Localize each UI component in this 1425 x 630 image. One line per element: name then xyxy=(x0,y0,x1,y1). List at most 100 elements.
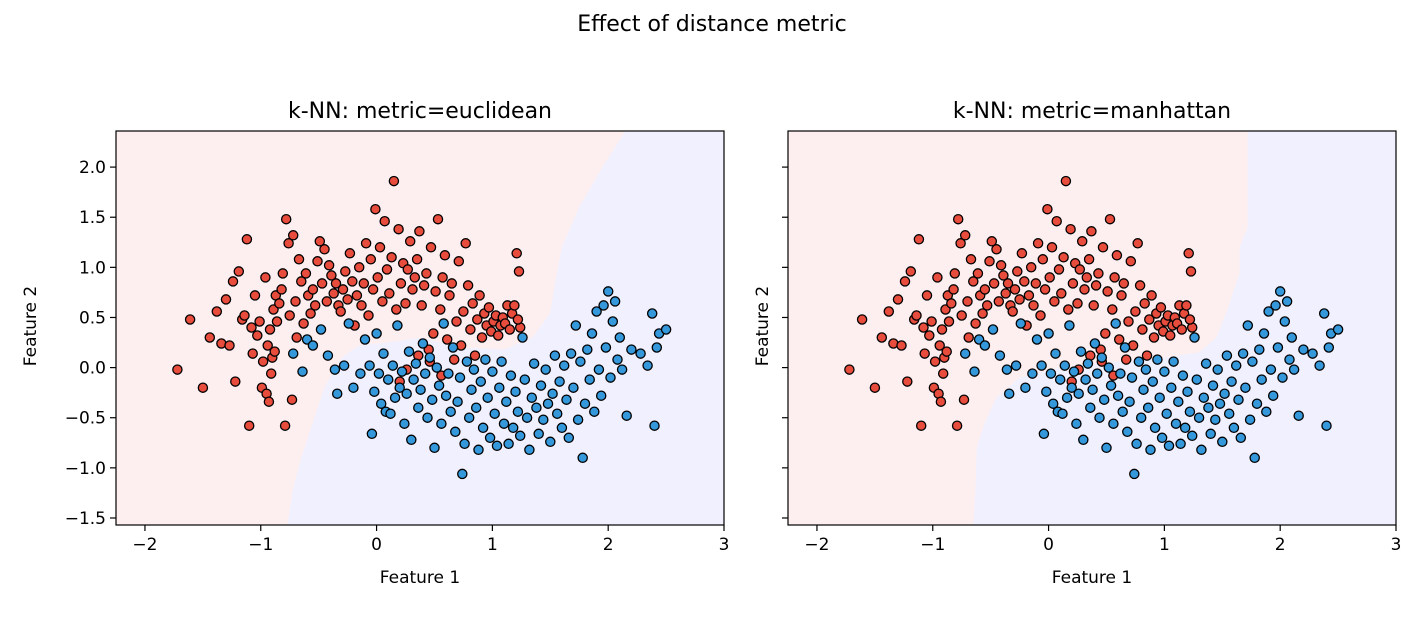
point-class-1 xyxy=(533,428,544,440)
point-class-0 xyxy=(1081,272,1093,283)
point-class-0 xyxy=(1123,316,1134,327)
point-class-0 xyxy=(465,324,476,335)
point-class-1 xyxy=(1263,306,1274,317)
point-class-1 xyxy=(561,394,572,405)
point-class-0 xyxy=(977,308,988,319)
point-class-0 xyxy=(1051,215,1062,227)
point-class-1 xyxy=(642,360,653,371)
point-class-1 xyxy=(565,348,577,359)
point-class-1 xyxy=(1129,468,1140,480)
point-class-0 xyxy=(1118,278,1130,289)
point-class-1 xyxy=(1163,440,1175,452)
point-class-1 xyxy=(1244,414,1256,425)
point-class-0 xyxy=(844,364,855,375)
point-class-0 xyxy=(492,330,504,341)
point-class-1 xyxy=(287,348,299,359)
point-class-1 xyxy=(505,370,517,381)
point-class-1 xyxy=(1179,422,1191,434)
point-class-0 xyxy=(965,254,977,265)
point-class-0 xyxy=(876,332,888,343)
point-class-0 xyxy=(337,284,349,295)
point-class-0 xyxy=(1012,266,1023,277)
point-class-0 xyxy=(291,332,302,343)
point-class-0 xyxy=(958,394,970,405)
point-class-0 xyxy=(290,296,301,307)
point-class-1 xyxy=(563,432,575,444)
point-class-0 xyxy=(946,298,957,309)
point-class-1 xyxy=(501,396,512,407)
point-class-0 xyxy=(1132,238,1143,249)
point-class-0 xyxy=(316,278,328,289)
point-class-0 xyxy=(328,288,339,299)
point-class-0 xyxy=(284,310,295,321)
point-class-0 xyxy=(264,324,276,335)
point-class-1 xyxy=(1110,318,1121,329)
point-class-1 xyxy=(457,468,468,480)
point-class-1 xyxy=(1203,402,1214,413)
point-class-1 xyxy=(595,390,607,401)
point-class-1 xyxy=(1124,396,1135,407)
point-class-1 xyxy=(1175,438,1186,450)
point-class-1 xyxy=(1075,346,1087,357)
point-class-0 xyxy=(941,346,952,357)
point-class-0 xyxy=(425,242,437,253)
point-class-1 xyxy=(549,350,561,361)
point-class-0 xyxy=(1053,264,1065,275)
point-class-0 xyxy=(172,364,183,375)
point-class-1 xyxy=(1059,360,1071,371)
point-class-0 xyxy=(428,328,439,339)
point-class-1 xyxy=(1284,354,1295,365)
point-class-0 xyxy=(416,300,427,311)
point-class-0 xyxy=(418,280,430,291)
point-class-0 xyxy=(286,394,298,405)
point-class-1 xyxy=(994,350,1006,361)
point-class-1 xyxy=(1217,436,1228,448)
point-class-0 xyxy=(993,296,1005,307)
point-class-1 xyxy=(1267,390,1279,401)
point-class-0 xyxy=(340,266,351,277)
point-class-1 xyxy=(477,422,489,434)
point-class-1 xyxy=(1061,392,1073,403)
point-class-1 xyxy=(600,342,612,353)
point-class-1 xyxy=(1265,364,1277,375)
point-class-0 xyxy=(243,420,255,431)
point-class-1 xyxy=(1189,332,1200,343)
point-class-1 xyxy=(1101,442,1112,454)
point-class-1 xyxy=(1242,320,1254,331)
point-class-1 xyxy=(1270,300,1281,311)
point-class-0 xyxy=(330,278,342,289)
point-class-1 xyxy=(582,344,593,355)
point-class-0 xyxy=(1176,324,1188,335)
point-class-1 xyxy=(575,356,586,367)
point-class-1 xyxy=(487,366,498,377)
point-class-1 xyxy=(1087,384,1098,395)
point-class-0 xyxy=(513,266,525,277)
point-class-1 xyxy=(1003,388,1015,399)
point-class-1 xyxy=(1177,370,1189,381)
point-class-1 xyxy=(408,374,419,385)
y-tick-label: 1.5 xyxy=(79,208,106,228)
point-class-0 xyxy=(988,278,1000,289)
point-class-1 xyxy=(438,318,449,329)
point-class-1 xyxy=(635,348,646,359)
point-class-1 xyxy=(338,360,350,371)
point-class-0 xyxy=(363,310,374,321)
point-class-0 xyxy=(902,376,913,387)
point-class-0 xyxy=(1042,203,1053,215)
point-class-1 xyxy=(447,342,459,353)
point-class-1 xyxy=(1080,374,1091,385)
point-class-1 xyxy=(331,388,343,399)
point-class-1 xyxy=(1288,364,1300,375)
point-class-1 xyxy=(1173,396,1184,407)
x-axis-label: Feature 1 xyxy=(1052,568,1132,588)
point-class-1 xyxy=(375,398,387,409)
point-class-1 xyxy=(540,364,551,375)
point-class-1 xyxy=(1071,418,1082,429)
point-class-0 xyxy=(249,290,261,301)
point-class-1 xyxy=(660,324,672,335)
point-class-0 xyxy=(504,324,516,335)
point-class-0 xyxy=(437,272,448,283)
point-class-0 xyxy=(321,296,333,307)
point-class-0 xyxy=(926,316,937,327)
point-class-0 xyxy=(365,254,377,265)
